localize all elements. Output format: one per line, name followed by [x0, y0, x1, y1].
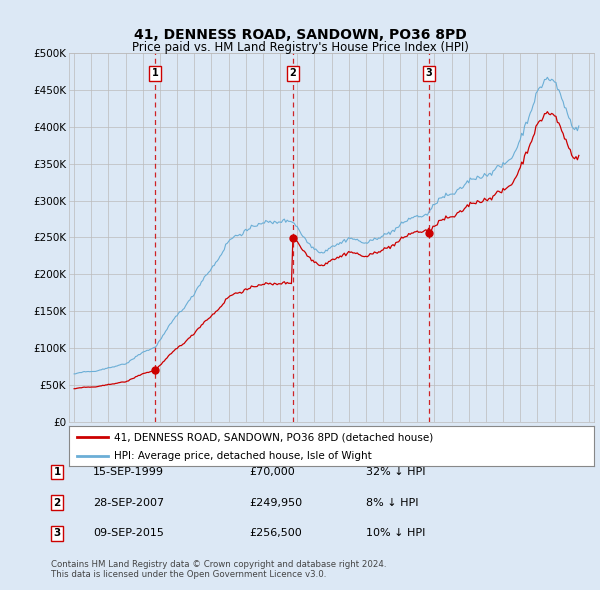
Text: 09-SEP-2015: 09-SEP-2015	[93, 529, 164, 538]
Text: 8% ↓ HPI: 8% ↓ HPI	[366, 498, 419, 507]
Text: 28-SEP-2007: 28-SEP-2007	[93, 498, 164, 507]
Text: 2: 2	[289, 68, 296, 78]
Text: 41, DENNESS ROAD, SANDOWN, PO36 8PD (detached house): 41, DENNESS ROAD, SANDOWN, PO36 8PD (det…	[113, 432, 433, 442]
Text: Price paid vs. HM Land Registry's House Price Index (HPI): Price paid vs. HM Land Registry's House …	[131, 41, 469, 54]
Text: £249,950: £249,950	[249, 498, 302, 507]
Text: 3: 3	[426, 68, 433, 78]
Text: 1: 1	[152, 68, 158, 78]
Text: 15-SEP-1999: 15-SEP-1999	[93, 467, 164, 477]
Text: 10% ↓ HPI: 10% ↓ HPI	[366, 529, 425, 538]
Text: 41, DENNESS ROAD, SANDOWN, PO36 8PD: 41, DENNESS ROAD, SANDOWN, PO36 8PD	[134, 28, 466, 42]
Text: Contains HM Land Registry data © Crown copyright and database right 2024.: Contains HM Land Registry data © Crown c…	[51, 560, 386, 569]
Text: £256,500: £256,500	[249, 529, 302, 538]
Text: HPI: Average price, detached house, Isle of Wight: HPI: Average price, detached house, Isle…	[113, 451, 371, 461]
Text: 3: 3	[53, 529, 61, 538]
Text: 2: 2	[53, 498, 61, 507]
Text: £70,000: £70,000	[249, 467, 295, 477]
Text: 32% ↓ HPI: 32% ↓ HPI	[366, 467, 425, 477]
Text: This data is licensed under the Open Government Licence v3.0.: This data is licensed under the Open Gov…	[51, 571, 326, 579]
Text: 1: 1	[53, 467, 61, 477]
